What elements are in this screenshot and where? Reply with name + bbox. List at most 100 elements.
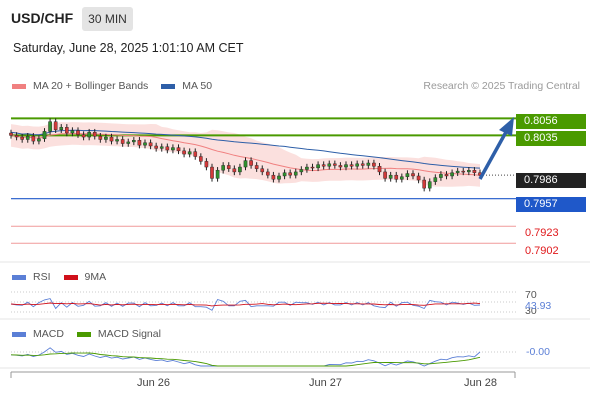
candle-body — [20, 136, 24, 140]
candle-body — [282, 172, 287, 177]
candle-body — [405, 173, 410, 177]
rsi-value: 43.93 — [525, 300, 552, 312]
x-tick-label: Jun 26 — [137, 377, 171, 389]
candle-body — [148, 142, 153, 147]
legend-ma50: MA 50 — [161, 80, 212, 92]
candle-body — [14, 135, 19, 138]
candle-body — [53, 121, 58, 130]
candle-body — [444, 174, 449, 177]
candle-body — [305, 166, 309, 170]
candle-body — [299, 169, 304, 173]
rsi-panel-lines — [10, 291, 516, 313]
candlesticks — [9, 118, 482, 192]
candle-body — [120, 139, 125, 144]
candle-body — [461, 170, 466, 173]
candle-body — [76, 130, 80, 135]
macd-path — [10, 347, 481, 367]
candle-body — [450, 172, 454, 177]
candle-body — [416, 175, 421, 181]
candle-body — [293, 171, 298, 176]
candle-body — [455, 170, 460, 173]
legend-macd: MACD — [12, 328, 64, 340]
candle-body — [243, 160, 248, 168]
rsi-legend: RSI 9MA — [12, 271, 119, 283]
legend-rsi-label: RSI — [33, 271, 51, 283]
bollinger-fill — [11, 122, 480, 187]
support2-label: 0.7902 — [525, 245, 559, 257]
candle-body — [9, 132, 13, 136]
legend-ma20-label: MA 20 + Bollinger Bands — [33, 80, 149, 92]
candle-body — [467, 170, 471, 173]
candle-body — [193, 151, 198, 157]
candle-body — [159, 146, 164, 149]
legend-macd-signal-label: MACD Signal — [97, 328, 161, 340]
resistance2-label: 0.8056 — [516, 114, 586, 129]
candle-body — [204, 161, 209, 168]
candle-body — [92, 131, 97, 137]
legend-macd-label: MACD — [33, 328, 64, 340]
candle-body — [48, 121, 52, 132]
ma50-swatch — [161, 83, 176, 89]
candle-body — [37, 138, 41, 142]
candle-body — [400, 176, 404, 180]
legend-rsi-ma-label: 9MA — [84, 271, 107, 283]
rsi-ma-swatch — [63, 274, 78, 280]
candle-body — [321, 164, 326, 167]
candle-body — [109, 136, 114, 142]
rsi-swatch — [12, 274, 26, 280]
candle-body — [115, 139, 119, 142]
candle-body — [427, 181, 432, 189]
candle-body — [288, 172, 292, 176]
candle-body — [360, 163, 365, 166]
candle-body — [132, 140, 136, 143]
copyright-text: Research © 2025 Trading Central — [423, 80, 580, 92]
candle-body — [81, 134, 86, 138]
candle-body — [143, 142, 147, 146]
candle-body — [411, 173, 415, 177]
support1-label: 0.7923 — [525, 227, 559, 239]
resistance1-label: 0.8035 — [516, 131, 586, 146]
candle-body — [126, 141, 131, 144]
candle-body — [187, 151, 192, 155]
candle-body — [70, 130, 75, 134]
candle-body — [226, 165, 231, 169]
candle-body — [154, 145, 158, 149]
candle-body — [104, 136, 108, 140]
macd-legend: MACD MACD Signal — [12, 328, 174, 340]
main-legend: MA 20 + Bollinger Bands MA 50 — [12, 80, 225, 92]
candle-body — [266, 171, 270, 176]
candle-body — [439, 174, 443, 178]
candle-body — [327, 163, 332, 167]
macd-panel-lines — [10, 347, 516, 367]
candle-body — [65, 127, 69, 134]
legend-ma20: MA 20 + Bollinger Bands — [12, 80, 148, 92]
candle-body — [394, 174, 399, 180]
macd-swatch — [12, 331, 26, 337]
bollinger-bands — [11, 122, 480, 187]
candle-body — [238, 166, 242, 173]
candle-body — [383, 171, 387, 179]
legend-macd-signal: MACD Signal — [76, 328, 161, 340]
candle-body — [388, 174, 393, 179]
legend-rsi-ma: 9MA — [63, 271, 107, 283]
interval-button[interactable]: 30 MIN — [82, 7, 133, 31]
candle-body — [249, 160, 253, 166]
forecast-arrow-head — [499, 117, 514, 136]
rsi-level-70: 70 — [525, 289, 537, 301]
candle-body — [366, 162, 371, 166]
last-price-label: 0.7986 — [516, 173, 586, 188]
candle-body — [377, 166, 382, 173]
candle-body — [422, 179, 426, 189]
candle-body — [260, 168, 265, 173]
candle-body — [98, 136, 103, 140]
candle-body — [59, 127, 64, 130]
candle-body — [355, 163, 359, 167]
x-tick-label: Jun 27 — [309, 377, 343, 389]
candle-body — [165, 146, 170, 151]
candle-body — [271, 174, 276, 180]
rsi-ma-path — [10, 302, 481, 307]
candle-body — [171, 147, 175, 151]
candle-body — [137, 140, 142, 146]
candle-body — [232, 168, 237, 173]
